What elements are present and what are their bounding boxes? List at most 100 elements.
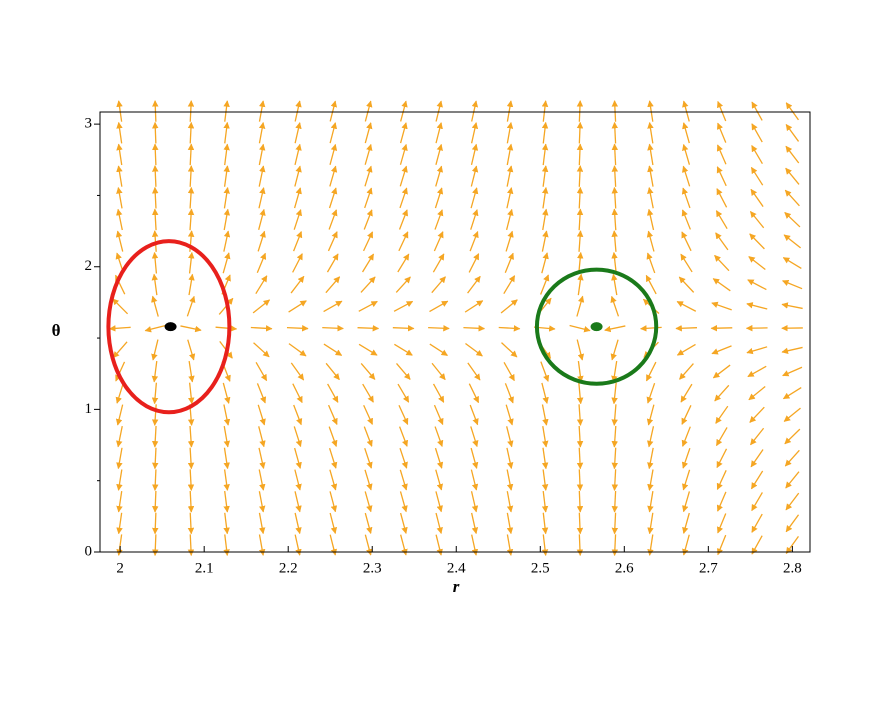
field-arrow [435,165,444,187]
field-arrow [645,361,657,382]
field-arrow [716,188,728,208]
field-arrow [681,187,691,209]
field-arrow [785,514,800,533]
field-arrow [258,143,266,166]
field-arrow [222,382,231,404]
field-arrow [364,512,373,534]
field-arrow [681,231,692,252]
field-arrow [750,449,764,468]
field-arrow [116,512,123,535]
field-arrow [711,301,732,311]
x-tick-label: 2.1 [195,560,214,576]
field-arrow [470,165,479,187]
field-arrow [576,121,584,144]
field-arrow [399,491,408,513]
field-arrow [116,208,123,231]
field-arrow [611,425,618,448]
field-arrow [468,253,480,273]
field-arrow [717,100,727,122]
field-arrow [152,100,159,122]
field-arrow [506,100,514,122]
field-arrow [470,426,479,448]
field-arrow [187,425,195,448]
field-arrow [679,363,694,380]
field-arrow [576,425,584,448]
field-arrow [506,165,514,187]
field-arrow [256,383,267,404]
field-arrow [715,232,729,251]
field-arrow [785,102,799,121]
field-arrow [364,469,373,491]
field-arrow [258,512,266,535]
field-arrow [782,279,803,290]
y-axis-label: θ [52,321,61,340]
field-arrow [781,302,803,310]
field-arrow [393,300,414,312]
field-arrow [258,447,266,470]
field-arrow [576,100,584,122]
field-arrow [467,362,481,381]
field-arrow [116,121,123,144]
field-arrow [646,252,656,274]
field-arrow [364,143,373,165]
field-arrow [716,144,727,165]
field-arrow [433,404,444,426]
field-arrow [576,339,585,361]
field-arrow [115,361,126,382]
field-arrow [116,165,123,187]
field-arrow [604,325,626,333]
field-arrow [784,189,800,207]
field-arrow [223,186,230,209]
field-arrow [540,274,550,295]
field-arrow [293,209,302,230]
orbit-ellipse [106,239,232,415]
field-arrow [541,491,549,513]
field-arrow [569,324,591,333]
field-arrow [435,122,443,144]
field-arrow [506,491,514,513]
field-arrow [294,165,302,187]
field-arrow [505,230,514,252]
field-arrow [151,186,159,209]
field-arrow [223,100,230,122]
field-arrow [750,166,764,186]
field-arrow [682,512,690,534]
field-arrow [647,165,654,187]
field-arrow [360,276,376,293]
field-arrow [681,209,691,230]
field-arrow [498,325,521,332]
field-arrow [576,512,584,535]
field-arrow [681,405,692,425]
field-arrow [223,491,230,513]
field-arrow [541,447,549,470]
field-arrow [611,360,618,383]
field-arrow [576,382,584,405]
field-arrow [611,208,618,231]
field-arrow [364,187,373,209]
field-arrow [294,122,302,144]
field-arrow [542,426,549,448]
field-arrow [750,427,765,446]
field-arrow [611,512,619,535]
field-arrow [682,143,691,165]
field-arrow [286,325,309,332]
field-arrow [505,404,514,426]
field-arrow [647,512,654,535]
field-arrow [399,187,408,209]
field-arrow [292,230,303,252]
field-arrow [188,382,195,405]
field-arrow [611,469,619,491]
field-arrow [250,325,273,332]
field-arrow [323,300,343,313]
field-arrow [611,251,618,274]
field-arrow [434,426,444,447]
field-arrow [223,143,230,166]
field-arrow [397,253,410,273]
field-arrow [396,363,411,380]
field-arrow [432,383,445,403]
field-arrow [364,491,373,513]
field-arrow [746,346,768,355]
field-arrow [223,404,231,426]
field-arrow [397,383,410,403]
